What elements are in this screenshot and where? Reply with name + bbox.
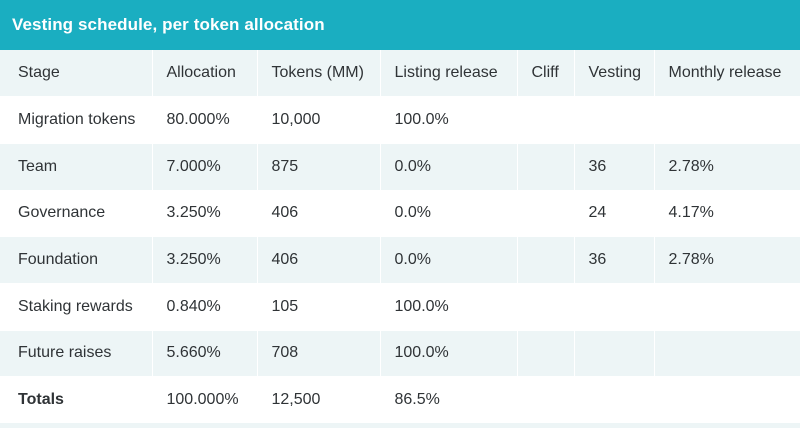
cell-monthly-release: 2.78% (654, 143, 800, 191)
cell-cliff (517, 190, 575, 238)
cell-total-listing-release: 86.5% (380, 376, 518, 424)
cell-tokens: 105 (257, 283, 381, 331)
column-header-cliff: Cliff (517, 50, 575, 98)
cell-stage: Future raises (0, 330, 153, 378)
cell-vesting: 36 (574, 143, 655, 191)
cell-vesting: 36 (574, 236, 655, 284)
cell-listing-release: 100.0% (380, 283, 518, 331)
cell-stage: Foundation (0, 236, 153, 284)
column-header-allocation: Allocation (152, 50, 258, 98)
column-header-vesting: Vesting (574, 50, 655, 98)
cell-total-cliff (517, 376, 575, 424)
totals-row: Totals 100.000% 12,500 86.5% (0, 376, 800, 424)
bottom-divider (0, 423, 800, 428)
table-row: Governance 3.250% 406 0.0% 24 4.17% (0, 190, 800, 238)
table-row: Migration tokens 80.000% 10,000 100.0% (0, 96, 800, 144)
column-header-listing-release: Listing release (380, 50, 518, 98)
cell-allocation: 0.840% (152, 283, 258, 331)
cell-listing-release: 0.0% (380, 236, 518, 284)
cell-cliff (517, 330, 575, 378)
cell-monthly-release (654, 96, 800, 144)
vesting-table: Stage Allocation Tokens (MM) Listing rel… (0, 50, 800, 424)
cell-tokens: 708 (257, 330, 381, 378)
cell-total-monthly-release (654, 376, 800, 424)
cell-allocation: 3.250% (152, 236, 258, 284)
table-header-row: Stage Allocation Tokens (MM) Listing rel… (0, 50, 800, 98)
cell-vesting (574, 283, 655, 331)
column-header-tokens: Tokens (MM) (257, 50, 381, 98)
cell-totals-label: Totals (0, 376, 153, 424)
table-title: Vesting schedule, per token allocation (12, 15, 325, 34)
cell-allocation: 5.660% (152, 330, 258, 378)
cell-tokens: 875 (257, 143, 381, 191)
table-row: Foundation 3.250% 406 0.0% 36 2.78% (0, 236, 800, 284)
cell-monthly-release: 2.78% (654, 236, 800, 284)
cell-stage: Team (0, 143, 153, 191)
table-row: Team 7.000% 875 0.0% 36 2.78% (0, 143, 800, 191)
cell-vesting (574, 96, 655, 144)
cell-tokens: 10,000 (257, 96, 381, 144)
cell-total-allocation: 100.000% (152, 376, 258, 424)
cell-monthly-release: 4.17% (654, 190, 800, 238)
cell-listing-release: 100.0% (380, 330, 518, 378)
cell-listing-release: 0.0% (380, 143, 518, 191)
cell-monthly-release (654, 283, 800, 331)
cell-stage: Migration tokens (0, 96, 153, 144)
column-header-monthly-release: Monthly release (654, 50, 800, 98)
cell-total-vesting (574, 376, 655, 424)
cell-monthly-release (654, 330, 800, 378)
column-header-stage: Stage (0, 50, 153, 98)
cell-allocation: 7.000% (152, 143, 258, 191)
table-row: Future raises 5.660% 708 100.0% (0, 330, 800, 378)
cell-cliff (517, 283, 575, 331)
cell-cliff (517, 143, 575, 191)
cell-stage: Staking rewards (0, 283, 153, 331)
cell-vesting (574, 330, 655, 378)
cell-total-tokens: 12,500 (257, 376, 381, 424)
cell-cliff (517, 96, 575, 144)
cell-tokens: 406 (257, 190, 381, 238)
cell-listing-release: 100.0% (380, 96, 518, 144)
cell-allocation: 80.000% (152, 96, 258, 144)
table-row: Staking rewards 0.840% 105 100.0% (0, 283, 800, 331)
table-title-bar: Vesting schedule, per token allocation (0, 0, 800, 50)
cell-vesting: 24 (574, 190, 655, 238)
cell-stage: Governance (0, 190, 153, 238)
cell-tokens: 406 (257, 236, 381, 284)
cell-allocation: 3.250% (152, 190, 258, 238)
cell-listing-release: 0.0% (380, 190, 518, 238)
cell-cliff (517, 236, 575, 284)
